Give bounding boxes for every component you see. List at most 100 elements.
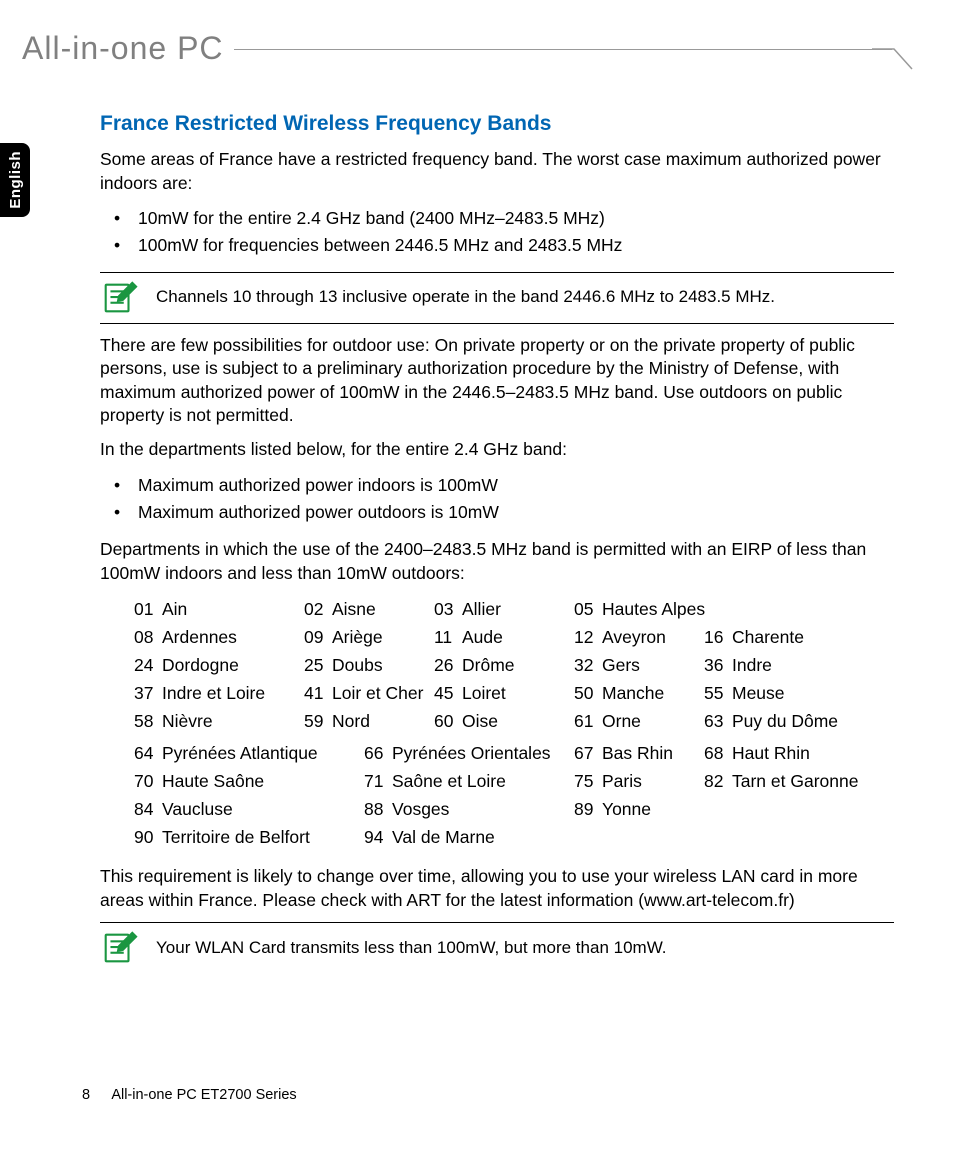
paragraph: Departments in which the use of the 2400… — [100, 538, 894, 585]
dept-cell: 58Nièvre — [134, 707, 304, 735]
dept-number: 58 — [134, 707, 162, 735]
dept-name: Pyrénées Orientales — [392, 743, 551, 763]
dept-row: 90Territoire de Belfort94Val de Marne — [134, 823, 894, 851]
dept-name: Indre et Loire — [162, 683, 265, 703]
dept-name: Nord — [332, 711, 370, 731]
dept-cell: 26Drôme — [434, 651, 574, 679]
dept-name: Aude — [462, 627, 503, 647]
dept-cell: 68Haut Rhin — [704, 739, 844, 767]
dept-name: Allier — [462, 599, 501, 619]
dept-cell: 45Loiret — [434, 679, 574, 707]
dept-cell: 64Pyrénées Atlantique — [134, 739, 364, 767]
dept-number: 71 — [364, 767, 392, 795]
dept-name: Loiret — [462, 683, 506, 703]
dept-cell: 70Haute Saône — [134, 767, 364, 795]
language-tab: English — [0, 143, 30, 217]
dept-cell: 88Vosges — [364, 795, 574, 823]
dept-name: Puy du Dôme — [732, 711, 838, 731]
dept-number: 25 — [304, 651, 332, 679]
main-content: France Restricted Wireless Frequency Ban… — [100, 112, 894, 983]
dept-name: Loir et Cher — [332, 683, 423, 703]
departments-table-bottom: 64Pyrénées Atlantique66Pyrénées Oriental… — [134, 739, 894, 851]
note-icon — [100, 929, 138, 967]
dept-name: Nièvre — [162, 711, 213, 731]
dept-cell: 11Aude — [434, 623, 574, 651]
dept-number: 36 — [704, 651, 732, 679]
dept-row: 64Pyrénées Atlantique66Pyrénées Oriental… — [134, 739, 894, 767]
dept-number: 05 — [574, 595, 602, 623]
dept-cell: 75Paris — [574, 767, 704, 795]
dept-number: 89 — [574, 795, 602, 823]
bullet-item: 10mW for the entire 2.4 GHz band (2400 M… — [100, 205, 894, 232]
intro-bullet-list: 10mW for the entire 2.4 GHz band (2400 M… — [100, 205, 894, 259]
dept-cell: 08Ardennes — [134, 623, 304, 651]
paragraph: This requirement is likely to change ove… — [100, 865, 894, 912]
dept-cell: 50Manche — [574, 679, 704, 707]
dept-name: Vosges — [392, 799, 449, 819]
dept-number: 55 — [704, 679, 732, 707]
dept-number: 09 — [304, 623, 332, 651]
dept-name: Pyrénées Atlantique — [162, 743, 318, 763]
dept-number: 45 — [434, 679, 462, 707]
dept-row: 84Vaucluse88Vosges89Yonne — [134, 795, 894, 823]
dept-cell: 24Dordogne — [134, 651, 304, 679]
page-footer: 8 All-in-one PC ET2700 Series — [82, 1087, 297, 1103]
page-header: All-in-one PC — [22, 30, 932, 70]
dept-cell: 55Meuse — [704, 679, 824, 707]
dept-cell: 84Vaucluse — [134, 795, 364, 823]
dept-number: 03 — [434, 595, 462, 623]
dept-number: 24 — [134, 651, 162, 679]
bullet-item: Maximum authorized power indoors is 100m… — [100, 472, 894, 499]
dept-name: Paris — [602, 771, 642, 791]
dept-name: Manche — [602, 683, 664, 703]
note-text: Your WLAN Card transmits less than 100mW… — [156, 937, 667, 959]
dept-number: 61 — [574, 707, 602, 735]
dept-number: 75 — [574, 767, 602, 795]
dept-row: 58Nièvre59Nord60Oise61Orne63Puy du Dôme — [134, 707, 894, 735]
dept-number: 67 — [574, 739, 602, 767]
dept-number: 11 — [434, 623, 462, 651]
dept-number: 60 — [434, 707, 462, 735]
dept-name: Haute Saône — [162, 771, 264, 791]
dept-cell: 90Territoire de Belfort — [134, 823, 364, 851]
dept-number: 88 — [364, 795, 392, 823]
dept-name: Indre — [732, 655, 772, 675]
dept-name: Saône et Loire — [392, 771, 506, 791]
dept-name: Ariège — [332, 627, 383, 647]
dept-name: Charente — [732, 627, 804, 647]
dept-row: 08Ardennes09Ariège11Aude12Aveyron16Chare… — [134, 623, 894, 651]
dept-cell: 05Hautes Alpes — [574, 595, 734, 623]
dept-name: Aisne — [332, 599, 376, 619]
dept-number: 16 — [704, 623, 732, 651]
bullet-list: Maximum authorized power indoors is 100m… — [100, 472, 894, 526]
header-title: All-in-one PC — [22, 30, 234, 67]
dept-name: Bas Rhin — [602, 743, 673, 763]
dept-cell: 66Pyrénées Orientales — [364, 739, 574, 767]
dept-row: 37Indre et Loire41Loir et Cher45Loiret50… — [134, 679, 894, 707]
dept-cell: 16Charente — [704, 623, 824, 651]
dept-name: Ardennes — [162, 627, 237, 647]
dept-number: 70 — [134, 767, 162, 795]
dept-number: 94 — [364, 823, 392, 851]
dept-name: Orne — [602, 711, 641, 731]
intro-paragraph: Some areas of France have a restricted f… — [100, 148, 894, 195]
dept-name: Oise — [462, 711, 498, 731]
dept-name: Ain — [162, 599, 187, 619]
dept-number: 01 — [134, 595, 162, 623]
dept-name: Yonne — [602, 799, 651, 819]
note-box: Your WLAN Card transmits less than 100mW… — [100, 922, 894, 973]
dept-cell: 25Doubs — [304, 651, 434, 679]
dept-number: 64 — [134, 739, 162, 767]
dept-name: Hautes Alpes — [602, 599, 705, 619]
note-icon — [100, 279, 138, 317]
dept-cell: 37Indre et Loire — [134, 679, 304, 707]
dept-cell: 12Aveyron — [574, 623, 704, 651]
paragraph: There are few possibilities for outdoor … — [100, 334, 894, 429]
dept-name: Aveyron — [602, 627, 666, 647]
dept-number: 02 — [304, 595, 332, 623]
page-number: 8 — [82, 1087, 90, 1103]
dept-number: 08 — [134, 623, 162, 651]
dept-row: 01Ain02Aisne03Allier05Hautes Alpes — [134, 595, 894, 623]
dept-cell: 03Allier — [434, 595, 574, 623]
section-title: France Restricted Wireless Frequency Ban… — [100, 112, 894, 136]
